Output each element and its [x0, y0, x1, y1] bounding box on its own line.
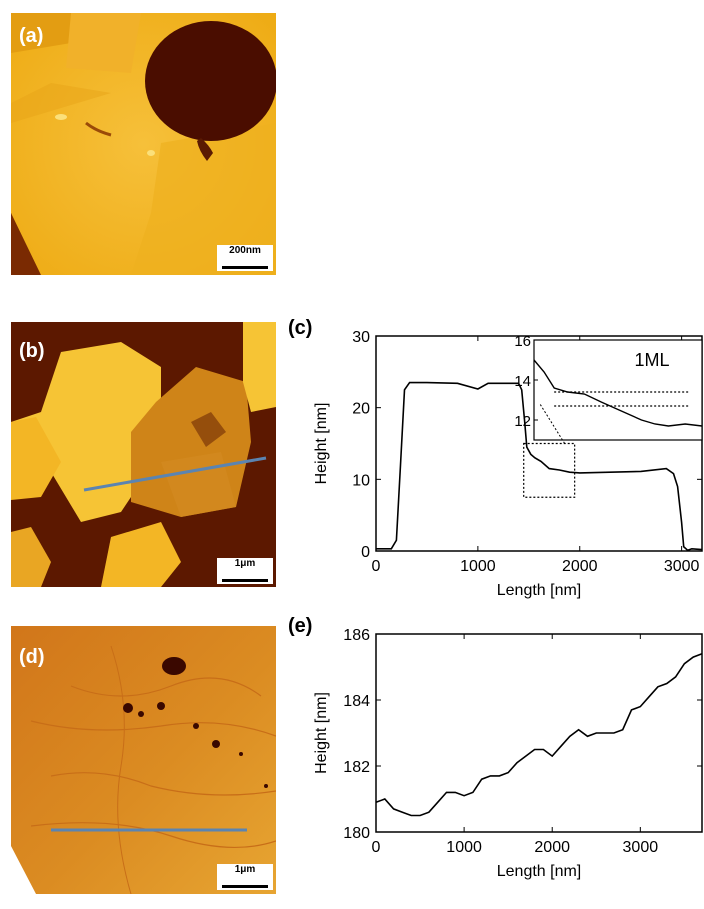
x-tick-label-e: 0 — [372, 839, 381, 856]
y-tick-label-e: 184 — [343, 693, 370, 710]
y-axis-label-e: Height [nm] — [313, 692, 330, 774]
y-axis-label-c: Height [nm] — [313, 403, 330, 485]
inset-y-tick-label-c: 12 — [514, 413, 531, 430]
inset-y-tick-label-c: 16 — [514, 333, 531, 350]
height-profile-svg-e: (e) 0 1000 2000 3000 180 182 184 186 Length [nm] H… — [288, 615, 703, 880]
afm-topography-d — [11, 626, 276, 894]
panel-label-d: (d) — [19, 646, 45, 668]
scale-bar-b: 1μm — [217, 558, 273, 584]
y-tick-label-c: 30 — [352, 329, 370, 346]
x-tick-label-c: 2000 — [562, 558, 598, 575]
inset-label-c: 1ML — [634, 350, 669, 370]
data-series-line-c — [376, 381, 703, 552]
zoom-box-c — [523, 442, 576, 498]
x-tick-label-e: 2000 — [534, 839, 570, 856]
y-tick-label-e: 186 — [343, 627, 370, 644]
scale-bar-d: 1μm — [217, 864, 273, 890]
x-tick-label-e: 1000 — [446, 839, 482, 856]
x-tick-label-c: 3000 — [664, 558, 700, 575]
x-axis-label-e: Length [nm] — [497, 863, 582, 880]
panel-label-b: (b) — [19, 340, 45, 362]
y-tick-label-c: 10 — [352, 472, 370, 489]
inset-series-line-c — [533, 359, 703, 427]
afm-image-b: (b) 1μm — [11, 322, 276, 587]
x-axis-label-c: Length [nm] — [497, 582, 582, 599]
x-tick-label-e: 3000 — [623, 839, 659, 856]
afm-topography-b — [11, 322, 276, 587]
x-tick-label-c: 1000 — [460, 558, 496, 575]
scale-bar-a: 200nm — [217, 245, 273, 271]
scale-bar-label-d: 1μm — [234, 864, 256, 875]
y-tick-label-e: 180 — [343, 825, 370, 842]
y-tick-label-e: 182 — [343, 759, 370, 776]
scale-bar-label-a: 200nm — [229, 245, 261, 256]
plot-frame-c — [375, 335, 703, 552]
afm-image-a: (a) 200nm — [11, 13, 276, 275]
plot-frame-e — [375, 633, 703, 833]
height-profile-chart-e: (e) 0 1000 2000 3000 180 182 184 186 Length [nm] H… — [280, 615, 704, 904]
afm-topography-a — [11, 13, 276, 275]
data-series-line-e — [375, 653, 703, 817]
height-profile-chart-c: (c) 0 1000 2000 3000 0 10 20 30 Length [nm] Height… — [280, 310, 704, 610]
x-tick-label-c: 0 — [372, 558, 381, 575]
y-tick-label-c: 0 — [361, 544, 370, 561]
y-tick-label-c: 20 — [352, 401, 370, 418]
profile-line-b — [83, 456, 267, 492]
panel-label-c: (c) — [288, 317, 312, 339]
panel-label-e: (e) — [288, 615, 312, 637]
afm-image-d: (d) 1μm — [11, 626, 276, 894]
inset-y-tick-label-c: 14 — [514, 373, 531, 390]
scale-bar-label-b: 1μm — [234, 558, 256, 569]
height-profile-svg-c: (c) 0 1000 2000 3000 0 10 20 30 Length [nm] Height… — [288, 317, 703, 599]
panel-label-a: (a) — [19, 25, 44, 47]
